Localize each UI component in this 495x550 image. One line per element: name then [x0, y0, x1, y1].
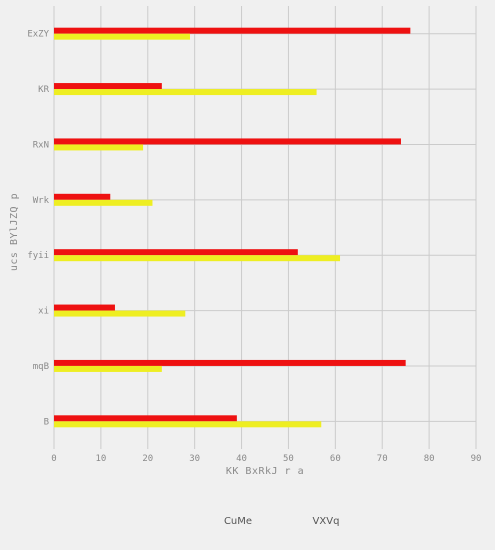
bar-series-1 — [54, 28, 410, 34]
bar-series-1 — [54, 83, 162, 89]
x-tick-label: 70 — [377, 454, 388, 464]
x-tick-label: 20 — [142, 454, 153, 464]
bar-series-2 — [54, 200, 152, 206]
y-tick-label: ExZY — [27, 30, 49, 40]
x-axis-label: KK BxRkJ r a — [226, 466, 304, 477]
bar-series-1 — [54, 138, 401, 144]
x-tick-labels: 0 10 20 30 40 50 60 70 80 90 — [51, 454, 481, 464]
bar-series-2 — [54, 366, 162, 372]
bar-series-1 — [54, 415, 237, 421]
bar-series-2 — [54, 89, 317, 95]
y-tick-label: Wrk — [33, 196, 50, 206]
y-tick-label: mqB — [33, 362, 49, 372]
bar-series-1 — [54, 305, 115, 311]
bar-series-1 — [54, 360, 406, 366]
y-tick-label: fyii — [27, 251, 49, 261]
x-tick-label: 30 — [189, 454, 200, 464]
x-tick-label: 10 — [95, 454, 106, 464]
y-tick-label: KR — [38, 85, 49, 95]
y-tick-label: B — [44, 417, 49, 427]
y-axis-label: ucs BYlJZQ p — [9, 193, 20, 271]
y-tick-labels: ExZY KR RxN Wrk fyii xi mqB B — [27, 30, 49, 428]
bar-series-2 — [54, 34, 190, 40]
x-tick-label: 0 — [51, 454, 56, 464]
y-tick-label: RxN — [33, 140, 49, 150]
x-tick-label: 40 — [236, 454, 247, 464]
bar-series-2 — [54, 255, 340, 261]
bar-series-1 — [54, 249, 298, 255]
x-tick-label: 80 — [424, 454, 435, 464]
legend-item-label: VXVq — [313, 516, 340, 527]
grid-lines — [54, 6, 476, 449]
bar-series-2 — [54, 421, 321, 427]
bar-series-2 — [54, 311, 185, 317]
x-tick-label: 90 — [471, 454, 482, 464]
x-tick-label: 50 — [283, 454, 294, 464]
x-tick-label: 60 — [330, 454, 341, 464]
y-tick-label: xi — [38, 307, 49, 317]
bar-series-2 — [54, 144, 143, 150]
legend: CuMe VXVq — [224, 516, 340, 527]
bars — [54, 28, 410, 428]
legend-item-label: CuMe — [224, 516, 252, 527]
bar-series-1 — [54, 194, 110, 200]
